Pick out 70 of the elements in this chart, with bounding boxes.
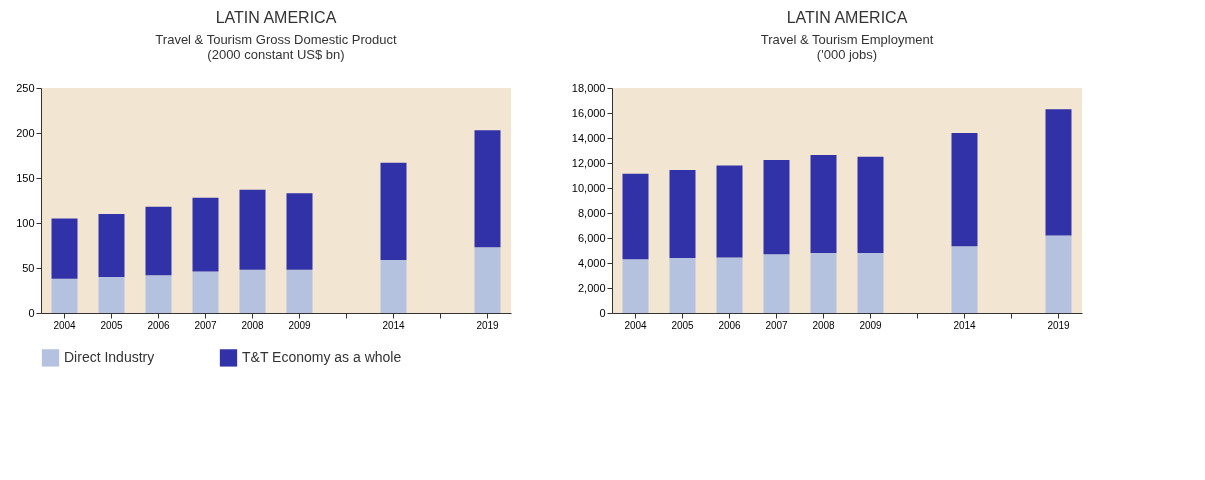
bar (716, 165, 743, 258)
bar (622, 173, 649, 260)
bar (239, 189, 266, 270)
y-tick-label: 16,000 (571, 106, 606, 119)
bar (145, 206, 172, 276)
bar (763, 254, 790, 313)
bar (1045, 235, 1072, 313)
legend-label: Direct Industry (64, 348, 155, 365)
x-tick-label: 2005 (671, 319, 695, 331)
x-tick-label: 2014 (953, 319, 977, 331)
x-tick-label: 2005 (100, 319, 124, 331)
chart-title: LATIN AMERICA (215, 9, 337, 26)
y-tick-label: 50 (22, 261, 35, 274)
x-tick-label: 2007 (765, 319, 789, 331)
legend-label: T&T Economy as a whole (242, 348, 402, 365)
bar (192, 197, 219, 272)
x-tick-label: 2014 (382, 319, 406, 331)
bar (51, 218, 78, 279)
chart-subtitle: Travel & Tourism Employment ('000 jobs) (760, 32, 934, 62)
x-tick-label: 2006 (718, 319, 742, 331)
y-tick-label: 10,000 (571, 181, 606, 194)
y-tick-label: 18,000 (571, 81, 606, 94)
bar (239, 269, 266, 313)
y-tick-label: 8,000 (577, 206, 606, 219)
bar (810, 253, 837, 313)
x-tick-label: 2006 (147, 319, 171, 331)
y-tick-label: 0 (599, 306, 606, 319)
bar (474, 130, 501, 248)
chart-subtitle: Travel & Tourism Gross Domestic Product (2000 constant US$ bn) (155, 32, 398, 62)
bar (669, 169, 696, 258)
y-tick-label: 2,000 (577, 281, 606, 294)
bar (716, 257, 743, 313)
chart-title: LATIN AMERICA (786, 9, 908, 26)
x-tick-label: 2007 (194, 319, 218, 331)
x-tick-label: 2009 (859, 319, 883, 331)
bar (380, 162, 407, 260)
y-tick-label: 6,000 (577, 231, 606, 244)
x-tick-label: 2009 (288, 319, 312, 331)
bar (286, 193, 313, 270)
bar (1045, 109, 1072, 236)
bar (857, 156, 884, 253)
bar (951, 133, 978, 247)
bar (286, 269, 313, 313)
y-tick-label: 12,000 (571, 156, 606, 169)
x-tick-label: 2008 (241, 319, 265, 331)
bar (145, 275, 172, 313)
x-tick-label: 2004 (53, 319, 77, 331)
bar (98, 214, 125, 277)
bar (380, 259, 407, 313)
x-tick-label: 2019 (1047, 319, 1071, 331)
x-tick-label: 2019 (476, 319, 500, 331)
bar (857, 253, 884, 313)
y-tick-label: 0 (28, 306, 35, 319)
y-tick-label: 14,000 (571, 131, 606, 144)
y-tick-label: 250 (16, 81, 35, 94)
bar (951, 246, 978, 313)
bar (622, 259, 649, 313)
x-tick-label: 2004 (624, 319, 648, 331)
y-tick-label: 200 (16, 126, 35, 139)
bar (98, 277, 125, 313)
y-tick-label: 4,000 (577, 256, 606, 269)
bar (810, 154, 837, 253)
bar (669, 258, 696, 313)
bar (474, 247, 501, 313)
bar (192, 271, 219, 313)
x-tick-label: 2008 (812, 319, 836, 331)
y-tick-label: 100 (16, 216, 35, 229)
y-tick-label: 150 (16, 171, 35, 184)
bar (51, 278, 78, 313)
bar (763, 159, 790, 255)
